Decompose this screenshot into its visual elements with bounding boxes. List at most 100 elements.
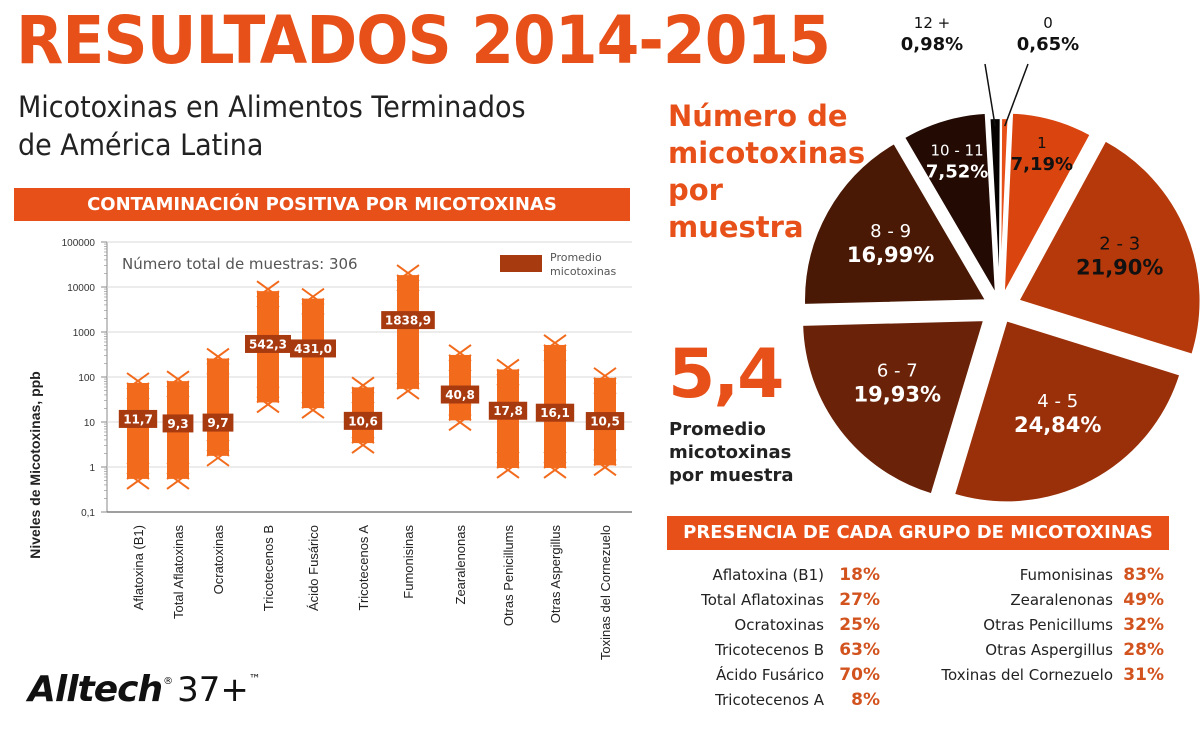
presence-value: 28% [1123, 640, 1164, 660]
x-tick-label: Ocratoxinas [211, 525, 226, 595]
y-tick-layer: 100000 10000 1000 100 10 1 0,1 [62, 238, 107, 519]
range-bar [397, 275, 419, 389]
presence-value: 27% [839, 590, 880, 610]
sample-marker [396, 274, 420, 292]
y-tick-label: 1000 [73, 328, 96, 339]
pie-category-label: 8 - 9 [870, 221, 911, 242]
presence-name: Tricotecenos A [715, 691, 824, 709]
average-label: 17,8 [493, 404, 523, 418]
presence-value: 31% [1123, 665, 1164, 685]
x-tick-label: Total Aflatoxinas [171, 525, 186, 619]
average-label: 10,6 [348, 414, 378, 428]
y-axis-label: Niveles de Micotoxinas, ppb [27, 371, 43, 559]
average-label-box [535, 403, 575, 422]
pie-slice [803, 141, 988, 306]
presence-name: Aflatoxina (B1) [712, 566, 824, 584]
sample-marker [496, 368, 520, 387]
sample-marker [206, 439, 230, 457]
pie-value-label: 7,19% [1011, 154, 1073, 175]
presence-name: Toxinas del Cornezuelo [941, 666, 1113, 684]
x-tick-label: Tricotecenos B [261, 525, 276, 611]
pie-value-label: 16,99% [847, 243, 934, 267]
pie-category-label: 2 - 3 [1099, 233, 1140, 254]
pie-heading-line: Número de [668, 99, 848, 133]
sample-marker [166, 462, 190, 480]
pie-value-label: 7,52% [926, 162, 988, 183]
average-label: 9,7 [207, 416, 228, 430]
presence-name: Total Aflatoxinas [701, 591, 824, 609]
presence-value: 63% [839, 640, 880, 660]
sample-marker [496, 451, 520, 469]
average-label-box [290, 339, 336, 358]
pie-slice [902, 111, 997, 296]
x-tick-label: Otras Penicillums [501, 525, 516, 627]
y-tick-label: 0,1 [81, 508, 95, 519]
alltech-logo: Alltech ® 37+ ™ [28, 668, 261, 712]
logo-registered-mark: ® [163, 676, 174, 687]
x-tick-label: Ácido Fusárico [306, 525, 321, 611]
sample-marker [206, 357, 230, 376]
presence-row: Tricotecenos A 8% [670, 688, 880, 713]
average-label: 542,3 [249, 337, 287, 351]
presence-value: 18% [839, 565, 880, 585]
logo-brand: Alltech [28, 669, 163, 710]
average-label-box [488, 401, 528, 420]
x-tick-label: Fumonisinas [401, 525, 416, 599]
presence-row: Ocratoxinas 25% [670, 613, 880, 638]
average-label-box [381, 311, 435, 330]
presence-row: Zearalenonas 49% [930, 588, 1164, 613]
average-label-box [202, 413, 234, 432]
sample-marker [301, 391, 325, 409]
presence-value: 8% [851, 690, 880, 710]
pie-leader-line [1004, 63, 1029, 127]
sample-marker [166, 380, 190, 398]
presence-row: Ácido Fusárico 70% [670, 663, 880, 688]
sample-marker [396, 372, 420, 390]
average-label: 1838,9 [385, 314, 431, 328]
average-value: 5,4 [668, 335, 784, 414]
x-tick-label: Aflatoxina (B1) [131, 525, 146, 610]
subtitle-line-1: Micotoxinas en Alimentos Terminados [18, 90, 526, 124]
y-tick-label: 10 [84, 418, 96, 429]
sample-marker [543, 344, 567, 362]
presence-name: Ocratoxinas [734, 616, 824, 634]
average-label-box [245, 334, 291, 353]
average-label-box [162, 414, 194, 433]
average-label-box [343, 411, 383, 430]
pie-slice [988, 117, 1002, 301]
sample-marker [301, 297, 325, 316]
subtitle: Micotoxinas en Alimentos Terminados de A… [18, 88, 526, 164]
pie-category-label: 4 - 5 [1037, 391, 1078, 412]
average-label: 431,0 [294, 342, 332, 356]
bar-group: 10,5 [585, 367, 625, 477]
sample-marker [126, 382, 150, 400]
presence-row: Total Aflatoxinas 27% [670, 588, 880, 613]
sample-marker [448, 403, 472, 422]
pie-heading-line: muestra [668, 210, 804, 244]
presence-name: Tricotecenos B [715, 641, 824, 659]
presence-row: Toxinas del Cornezuelo 31% [930, 663, 1164, 688]
presence-value: 70% [839, 665, 880, 685]
x-tick-label: Otras Aspergillus [548, 525, 563, 624]
main-title: RESULTADOS 2014-2015 [16, 2, 831, 79]
sample-marker [543, 451, 567, 469]
x-tick-label: Toxinas del Cornezuelo [598, 525, 613, 660]
pie-slice [1017, 139, 1200, 357]
presence-row: Aflatoxina (B1) 18% [670, 563, 880, 588]
presence-value: 49% [1123, 590, 1164, 610]
presence-value: 25% [839, 615, 880, 635]
bar-group: 16,1 [535, 334, 575, 479]
y-tick-label: 1 [89, 463, 95, 474]
y-tick-label: 100 [78, 373, 95, 384]
logo-suffix: 37+ [177, 670, 249, 710]
range-bar [127, 383, 149, 479]
x-tick-label: Tricotecenos A [356, 525, 371, 611]
sample-marker [593, 448, 617, 467]
presence-value: 32% [1123, 615, 1164, 635]
sample-marker [256, 290, 280, 308]
contamination-banner: CONTAMINACIÓN POSITIVA POR MICOTOXINAS [14, 188, 630, 221]
pie-leader-line [984, 63, 996, 127]
x-tick-label: Zearalenonas [453, 525, 468, 605]
presence-row: Otras Aspergillus 28% [930, 638, 1164, 663]
legend-label: Promedio micotoxinas [550, 251, 617, 278]
